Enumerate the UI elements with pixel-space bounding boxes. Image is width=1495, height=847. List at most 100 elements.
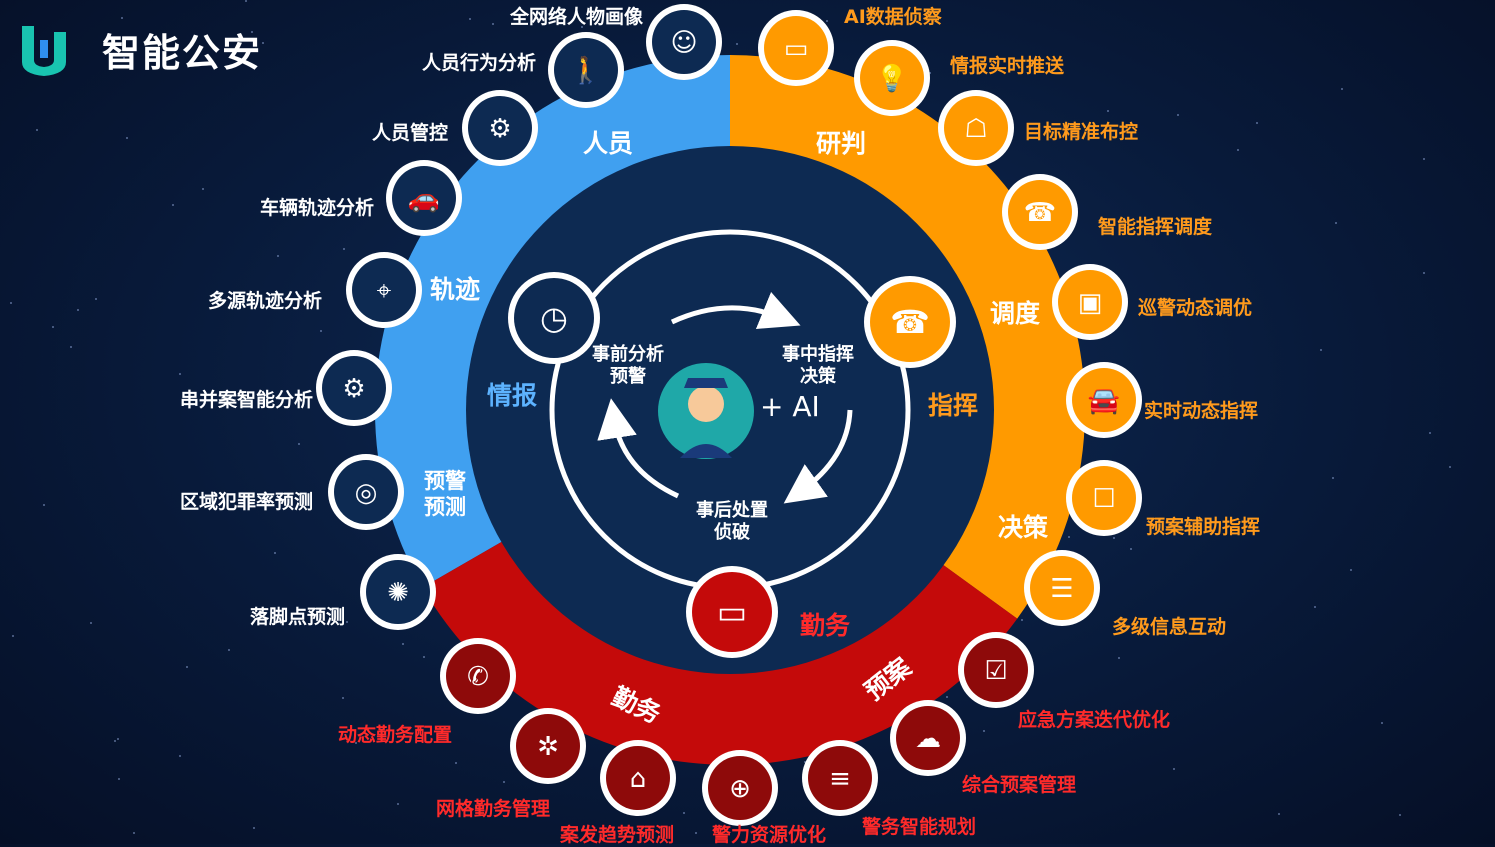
star-dot — [121, 17, 123, 19]
star-dot — [1332, 477, 1334, 479]
star-dot — [979, 64, 981, 66]
star-dot — [43, 504, 45, 506]
globe-data-icon-glyph: ⊕ — [729, 774, 751, 804]
star-dot — [77, 309, 79, 311]
star-dot — [95, 298, 97, 300]
dashboard-screen-icon — [1058, 270, 1122, 334]
stage-before: 事前分析预警 — [592, 344, 664, 387]
star-dot — [277, 255, 279, 257]
star-dot — [186, 666, 188, 668]
star-dot — [355, 742, 357, 744]
star-dot — [126, 137, 128, 139]
grid-network-icon — [516, 714, 580, 778]
map-route-icon — [352, 258, 416, 322]
star-dot — [423, 656, 425, 658]
label-crime: 区域犯罪率预测 — [180, 491, 314, 513]
label-dispatch: 智能指挥调度 — [1098, 216, 1213, 238]
star-dot — [1381, 722, 1383, 724]
star-dot — [179, 755, 181, 757]
star-dot — [683, 812, 685, 814]
label-emergency: 应急方案迭代优化 — [1018, 709, 1171, 731]
star-dot — [492, 23, 494, 25]
segment-decision: 决策 — [998, 513, 1049, 542]
star-dot — [1118, 657, 1120, 659]
star-dot — [52, 326, 54, 328]
label-trend: 案发趋势预测 — [560, 824, 675, 846]
house-icon-glyph: ⌂ — [630, 764, 647, 794]
target-icon — [334, 460, 398, 524]
www-monitor-icon-glyph: ▭ — [717, 593, 747, 631]
label-realtime: 实时动态指挥 — [1144, 400, 1259, 422]
telephone-operator-icon — [1008, 180, 1072, 244]
head-gears-icon — [468, 96, 532, 160]
label-duty-plan: 警务智能规划 — [862, 816, 977, 838]
label-multi: 多源轨迹分析 — [208, 290, 323, 312]
star-dot — [397, 803, 399, 805]
checklist-icon — [964, 638, 1028, 702]
star-dot — [1449, 466, 1451, 468]
monitor-icon-glyph: ▭ — [784, 34, 809, 64]
star-dot — [1350, 569, 1352, 571]
map-route-icon-glyph: ⌖ — [377, 276, 392, 306]
star-dot — [1423, 158, 1425, 160]
star-dot — [133, 832, 135, 834]
star-dot — [1335, 222, 1337, 224]
target-icon-glyph: ◎ — [355, 478, 378, 508]
segment-track: 轨迹 — [430, 275, 481, 304]
star-dot — [503, 781, 505, 783]
network-icon — [366, 560, 430, 624]
police-uniform — [680, 444, 732, 458]
star-dot — [929, 72, 931, 74]
walking-person-icon — [554, 38, 618, 102]
star-dot — [298, 443, 300, 445]
www-monitor-icon — [692, 572, 772, 652]
phone-icon — [446, 644, 510, 708]
head-gears-icon-glyph: ⚙ — [488, 114, 511, 144]
label-resource: 警力资源优化 — [712, 824, 827, 846]
meeting-table-icon-glyph: ☰ — [1050, 574, 1073, 604]
segment-dispatch: 调度 — [990, 299, 1041, 328]
star-dot — [946, 696, 948, 698]
star-dot — [1256, 122, 1258, 124]
phone-car-icon-glyph: ☎ — [890, 303, 930, 341]
label-case: 串并案智能分析 — [180, 389, 314, 411]
star-dot — [1173, 768, 1175, 770]
logo-icon — [22, 26, 66, 76]
star-dot — [12, 635, 14, 637]
globe-data-icon — [708, 756, 772, 820]
star-dot — [469, 18, 471, 20]
star-dot — [1423, 272, 1425, 274]
star-dot — [1113, 537, 1115, 539]
clock-head-icon — [514, 278, 594, 358]
phone-car-icon — [870, 282, 950, 362]
star-dot — [1021, 619, 1023, 621]
star-dot — [274, 552, 276, 554]
bulb-icon-glyph: 💡 — [876, 63, 908, 94]
cloud-icon-glyph: ☁ — [915, 724, 941, 754]
label-target: 目标精准布控 — [1024, 121, 1139, 143]
monitor-icon — [764, 16, 828, 80]
ring-segment-orange — [730, 55, 1085, 619]
star-dot — [1068, 536, 1070, 538]
label-foothold: 落脚点预测 — [250, 606, 346, 628]
star-dot — [1320, 349, 1322, 351]
star-dot — [10, 302, 12, 304]
label-patrol: 巡警动态调优 — [1138, 297, 1253, 319]
checklist-icon-glyph: ☑ — [984, 656, 1007, 686]
star-dot — [114, 740, 116, 742]
star-dot — [251, 31, 253, 33]
star-dot — [1130, 548, 1132, 550]
police-cap — [684, 378, 728, 388]
robot-icon-glyph: ☖ — [964, 114, 987, 144]
label-plan-mgmt: 综合预案管理 — [962, 774, 1077, 796]
star-dot — [172, 204, 174, 206]
star-dot — [455, 762, 457, 764]
star-dot — [1278, 813, 1280, 815]
star-dot — [1107, 110, 1109, 112]
face-icon — [652, 10, 716, 74]
segment-research: 研判 — [816, 129, 867, 158]
inner-duty-label: 勤务 — [800, 611, 851, 640]
label-plan-assist: 预案辅助指挥 — [1146, 516, 1261, 538]
arrow-top — [670, 291, 801, 329]
